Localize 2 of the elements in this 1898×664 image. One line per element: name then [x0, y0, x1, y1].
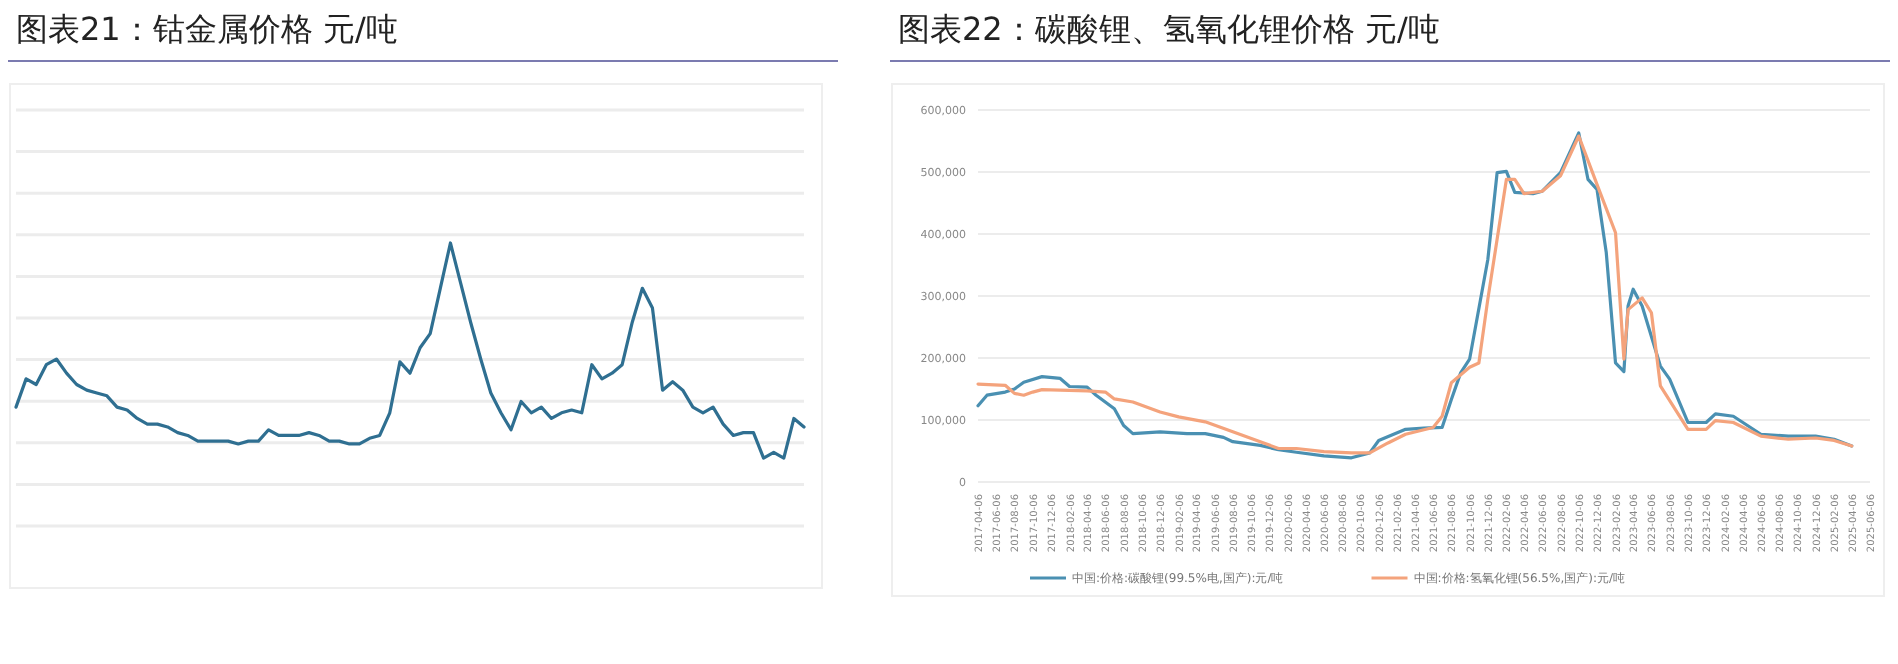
chart-title: 图表22：碳酸锂、氢氧化锂价格 元/吨: [890, 0, 1890, 62]
chart-title: 图表21：钴金属价格 元/吨: [8, 0, 838, 62]
